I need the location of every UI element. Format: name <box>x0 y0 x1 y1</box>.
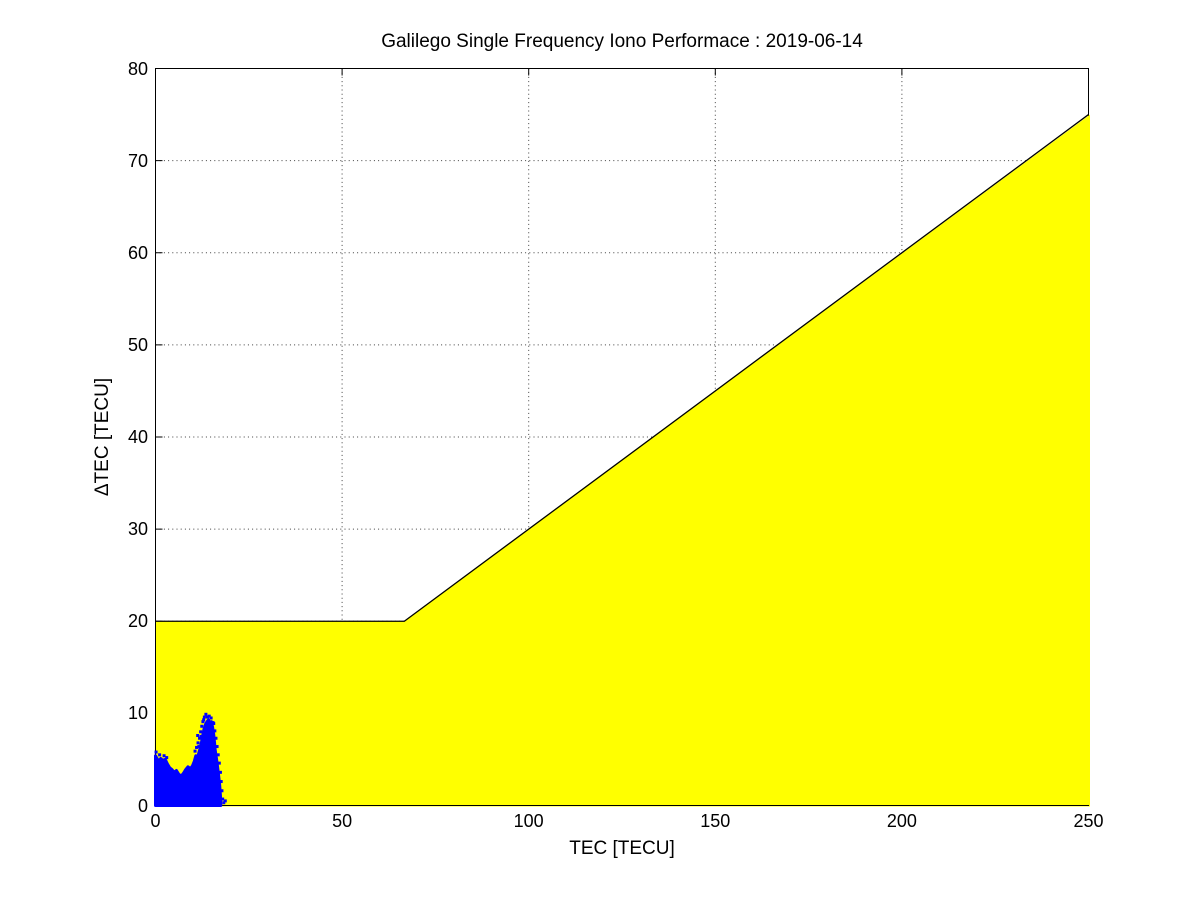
y-tick-label: 60 <box>127 242 148 263</box>
x-tick-label: 0 <box>150 811 161 831</box>
scatter-point <box>220 789 224 793</box>
scatter-cluster <box>154 718 223 807</box>
scatter-point <box>199 730 203 734</box>
x-tick-label: 250 <box>1073 811 1104 831</box>
y-tick-label: 40 <box>127 427 148 447</box>
x-axis-label: TEC [TECU] <box>569 838 675 859</box>
scatter-point <box>221 797 225 801</box>
scatter-point <box>214 736 218 740</box>
scatter-point <box>205 715 209 719</box>
scatter-point <box>195 745 199 749</box>
scatter-point <box>207 714 211 718</box>
x-tick-label: 50 <box>332 811 353 831</box>
scatter-point <box>213 729 217 733</box>
scatter-point <box>212 722 216 726</box>
x-tick-label: 200 <box>886 811 917 831</box>
scatter-point <box>217 761 221 765</box>
scatter-point <box>223 799 227 803</box>
scatter-point <box>204 712 208 716</box>
scatter-point <box>196 741 200 745</box>
y-tick-label: 20 <box>127 611 148 632</box>
scatter-point <box>222 801 226 805</box>
spec-boundary-line <box>155 114 1089 622</box>
scatter-point <box>199 734 203 738</box>
scatter-point <box>165 756 169 760</box>
scatter-point <box>200 724 204 728</box>
x-tick-label: 150 <box>700 811 731 831</box>
scatter-point <box>219 780 223 784</box>
scatter-point <box>218 770 222 774</box>
y-tick-label: 50 <box>127 334 148 355</box>
x-tick-label: 100 <box>513 811 544 831</box>
y-tick-label: 10 <box>127 703 148 724</box>
scatter-point <box>198 736 202 740</box>
y-tick-label: 0 <box>137 795 148 816</box>
chart-title: Galilego Single Frequency Iono Performac… <box>381 31 863 52</box>
scatter-point <box>158 753 162 757</box>
y-tick-label: 80 <box>127 58 148 79</box>
scatter-point <box>216 753 220 757</box>
scatter-point <box>197 745 201 749</box>
scatter-point <box>215 745 219 749</box>
y-tick-label: 70 <box>127 150 148 171</box>
scatter-point <box>193 749 197 753</box>
y-tick-label: 30 <box>127 519 148 540</box>
scatter-point <box>196 733 200 737</box>
scatter-point <box>209 716 213 720</box>
scatter-point <box>202 718 206 722</box>
scatter-point <box>162 754 166 758</box>
scatter-point <box>154 750 158 754</box>
scatter-point <box>202 715 206 719</box>
scatter-point <box>201 720 205 724</box>
